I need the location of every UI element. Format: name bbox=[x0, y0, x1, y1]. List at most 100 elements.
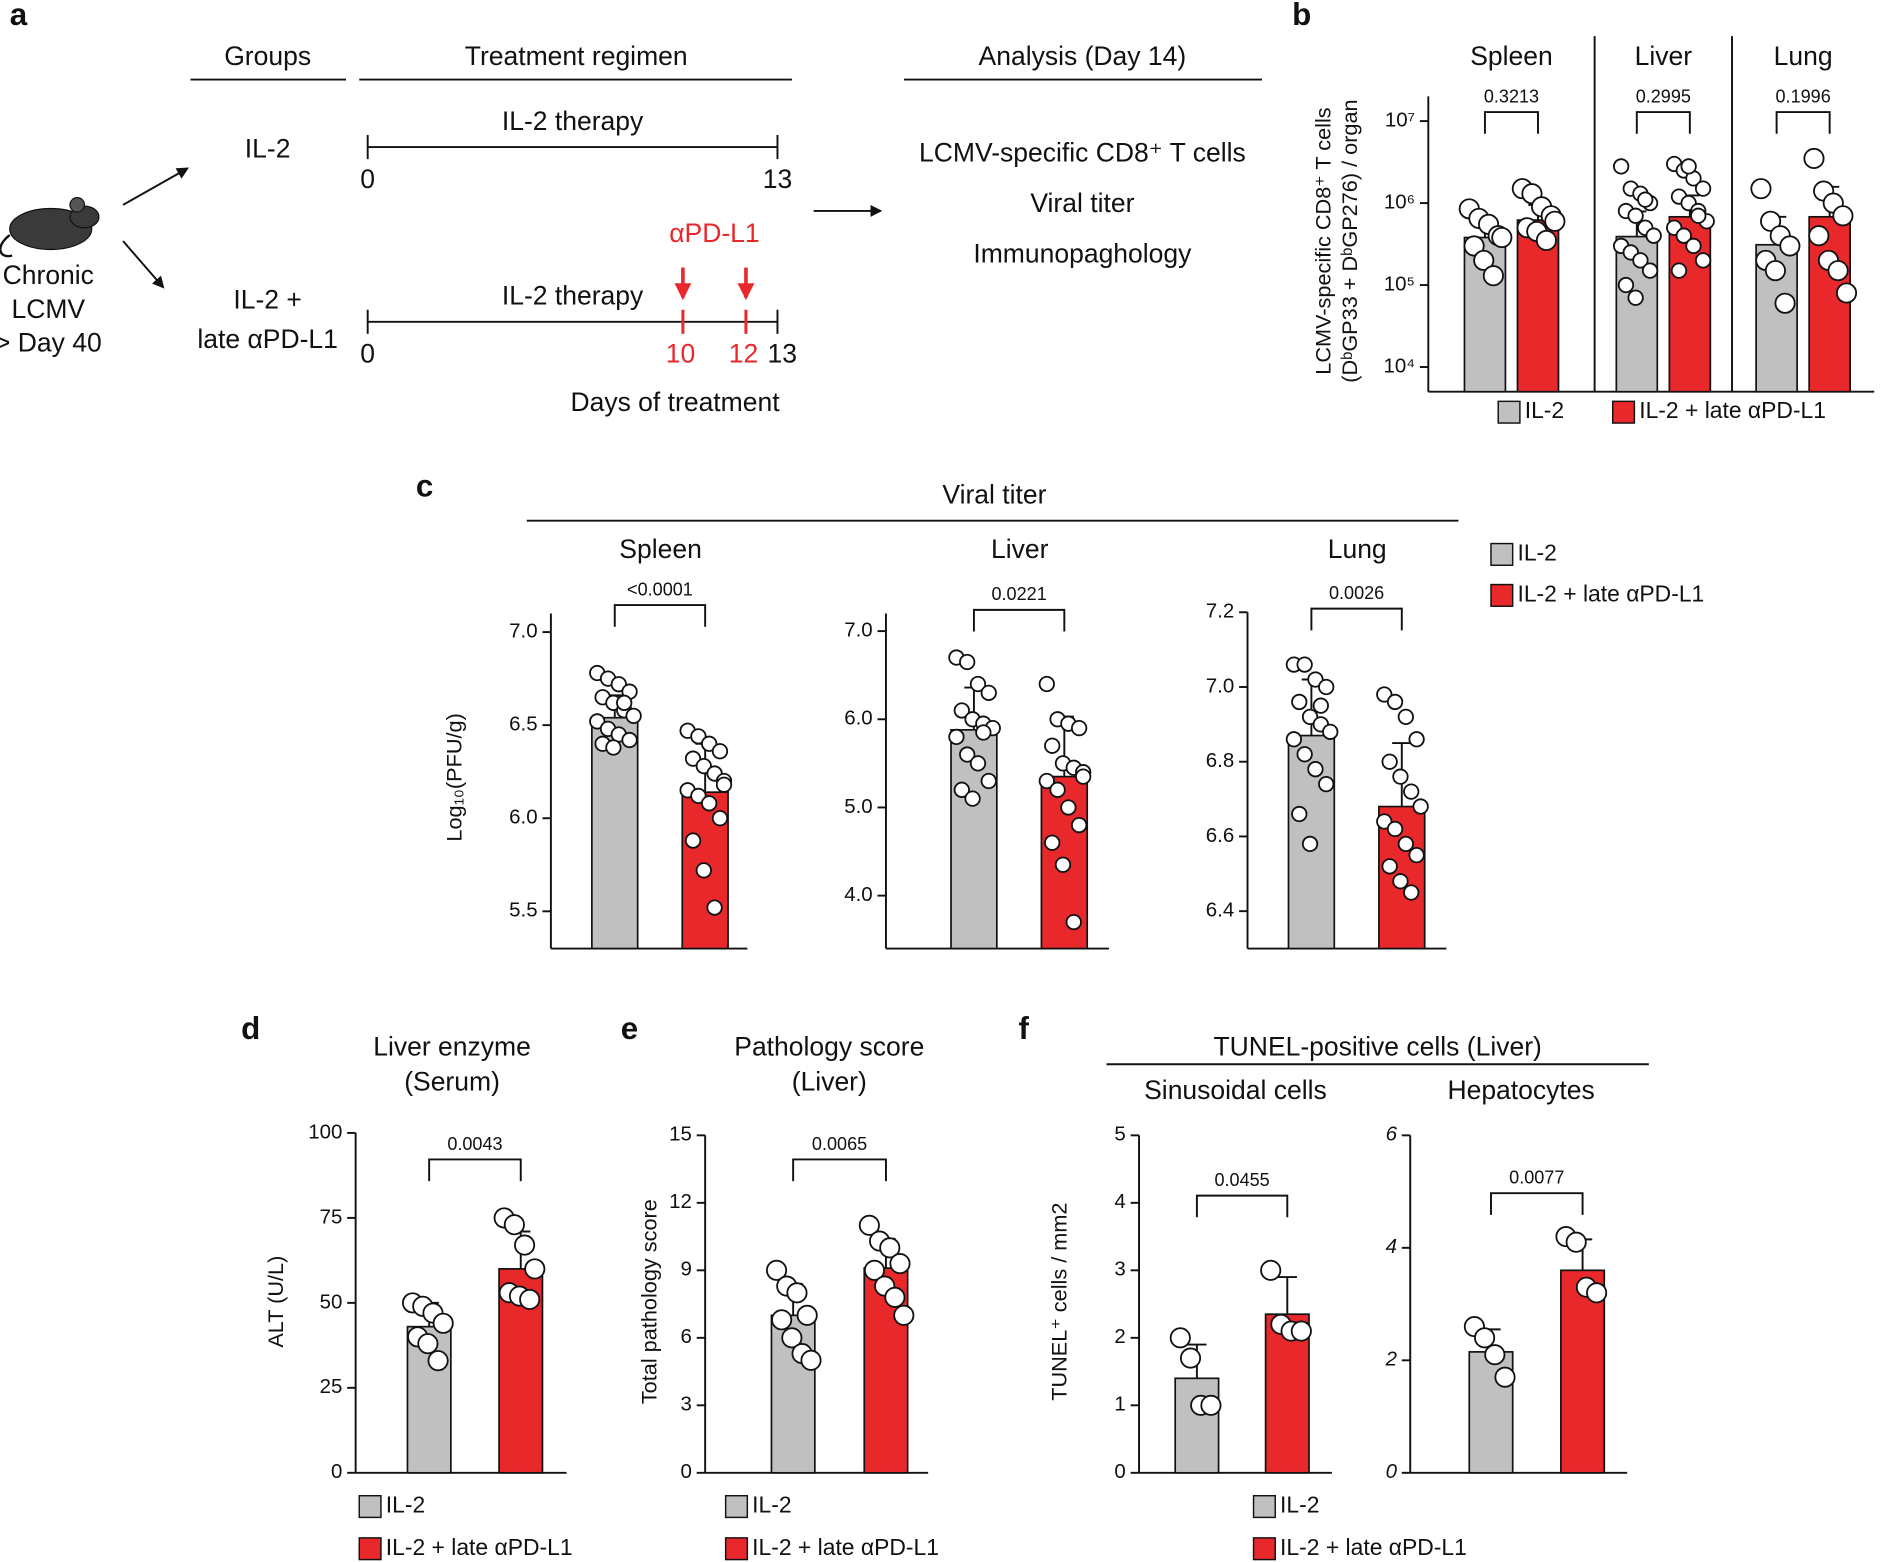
header: Groups bbox=[224, 41, 311, 71]
legend-swatch bbox=[358, 1494, 382, 1519]
data-point bbox=[1617, 276, 1635, 294]
data-point bbox=[969, 755, 987, 772]
data-point bbox=[781, 1327, 803, 1349]
legend-swatch bbox=[1252, 1537, 1276, 1561]
dose-label: αPD-L1 bbox=[669, 218, 759, 248]
data-point bbox=[1544, 210, 1566, 232]
panel-title: Pathology score bbox=[734, 1032, 924, 1062]
significance-bracket bbox=[792, 1158, 887, 1182]
group-title: Spleen bbox=[1470, 41, 1553, 71]
y-tick-label: 6.0 bbox=[844, 707, 872, 730]
data-point bbox=[1632, 252, 1649, 269]
data-point bbox=[948, 728, 965, 746]
data-point bbox=[1200, 1394, 1222, 1416]
data-point bbox=[771, 1309, 793, 1331]
data-point bbox=[1307, 761, 1324, 778]
data-point bbox=[959, 746, 976, 763]
data-point bbox=[701, 795, 718, 812]
panel-title: (Serum) bbox=[404, 1067, 500, 1097]
legend-swatch bbox=[724, 1494, 749, 1519]
data-point bbox=[1637, 191, 1654, 208]
data-point bbox=[1685, 237, 1702, 255]
y-tick-label: 25 bbox=[320, 1375, 343, 1398]
data-point bbox=[1760, 210, 1782, 232]
group-title: Lung bbox=[1774, 41, 1833, 71]
data-point bbox=[786, 1282, 808, 1304]
p-value: 0.2995 bbox=[1636, 86, 1691, 106]
data-point bbox=[1482, 265, 1504, 287]
panel-title: Viral titer bbox=[942, 480, 1046, 510]
group-title: Hepatocytes bbox=[1447, 1075, 1594, 1105]
data-point bbox=[427, 1350, 449, 1372]
p-value: 0.0065 bbox=[812, 1134, 867, 1154]
therapy-label: IL-2 therapy bbox=[502, 106, 644, 136]
legend-label: IL-2 + late αPD-L1 bbox=[1517, 580, 1704, 606]
significance-bracket bbox=[613, 604, 707, 627]
bar bbox=[591, 716, 639, 950]
data-point bbox=[1322, 723, 1339, 740]
data-point bbox=[524, 1258, 546, 1280]
panel-label: d bbox=[241, 1011, 260, 1046]
p-value: <0.0001 bbox=[627, 579, 693, 599]
significance-bracket bbox=[1635, 111, 1691, 134]
data-point bbox=[980, 684, 997, 701]
significance-bracket bbox=[1490, 1192, 1584, 1215]
data-point bbox=[1049, 781, 1066, 798]
data-point bbox=[1491, 226, 1513, 249]
data-point bbox=[1808, 225, 1830, 247]
legend-label: IL-2 + late αPD-L1 bbox=[1639, 397, 1826, 423]
legend-label: IL-2 + late αPD-L1 bbox=[752, 1534, 939, 1560]
data-point bbox=[1318, 775, 1335, 793]
data-point bbox=[684, 832, 702, 849]
data-point bbox=[1586, 1282, 1608, 1304]
y-tick-label: 3 bbox=[1114, 1258, 1125, 1281]
p-value: 0.1996 bbox=[1776, 86, 1831, 106]
legend-label: IL-2 bbox=[1280, 1492, 1319, 1518]
data-point bbox=[1296, 746, 1313, 763]
data-point bbox=[1285, 731, 1303, 748]
data-point bbox=[1291, 693, 1308, 711]
legend-swatch bbox=[724, 1537, 749, 1561]
p-value: 0.0455 bbox=[1214, 1170, 1269, 1190]
y-axis-label: (DᵇGP33 + DᵇGP276) / organ bbox=[1337, 99, 1362, 382]
data-point bbox=[796, 1304, 818, 1326]
data-point bbox=[1381, 753, 1398, 770]
y-tick-label: 4.0 bbox=[844, 883, 872, 906]
y-tick-label: 1 bbox=[1114, 1393, 1125, 1416]
data-point bbox=[1318, 678, 1335, 696]
legend-label: IL-2 bbox=[752, 1492, 791, 1518]
data-point bbox=[1827, 260, 1849, 282]
data-point bbox=[1675, 227, 1692, 244]
data-point bbox=[1386, 693, 1404, 711]
y-tick-label: 6.0 bbox=[509, 806, 537, 829]
group-title: Liver bbox=[991, 534, 1049, 564]
data-point bbox=[1260, 1259, 1282, 1281]
significance-bracket bbox=[1775, 111, 1831, 134]
legend-swatch bbox=[1490, 542, 1514, 566]
y-tick-label: 0 bbox=[331, 1460, 342, 1483]
data-point bbox=[863, 1259, 886, 1281]
y-axis-label: Total pathology score bbox=[637, 1199, 662, 1404]
y-tick-label: 10⁴ bbox=[1383, 354, 1415, 377]
data-point bbox=[1408, 731, 1425, 748]
panel-title: TUNEL-positive cells (Liver) bbox=[1213, 1032, 1541, 1062]
data-point bbox=[1075, 768, 1092, 785]
data-point bbox=[695, 862, 712, 879]
data-point bbox=[1179, 1347, 1202, 1369]
data-point bbox=[889, 1253, 911, 1275]
legend-label: IL-2 bbox=[386, 1492, 425, 1518]
y-axis-label: LCMV-specific CD8⁺ T cells bbox=[1310, 107, 1335, 375]
p-value: 0.0221 bbox=[991, 584, 1046, 604]
y-tick-label: 6.4 bbox=[1206, 899, 1234, 922]
data-point bbox=[893, 1304, 915, 1326]
dose-day-label: 12 bbox=[729, 339, 758, 369]
y-tick-label: 0 bbox=[1114, 1460, 1125, 1483]
legend-swatch bbox=[1252, 1494, 1276, 1519]
group-title: Liver bbox=[1635, 41, 1693, 71]
y-tick-label: 4 bbox=[1114, 1190, 1125, 1213]
data-point bbox=[800, 1349, 822, 1371]
data-point bbox=[1044, 737, 1061, 754]
data-point bbox=[1060, 799, 1077, 816]
significance-bracket bbox=[1195, 1194, 1289, 1218]
